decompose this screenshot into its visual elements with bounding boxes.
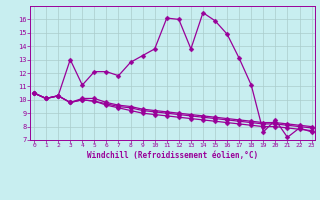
X-axis label: Windchill (Refroidissement éolien,°C): Windchill (Refroidissement éolien,°C) xyxy=(87,151,258,160)
